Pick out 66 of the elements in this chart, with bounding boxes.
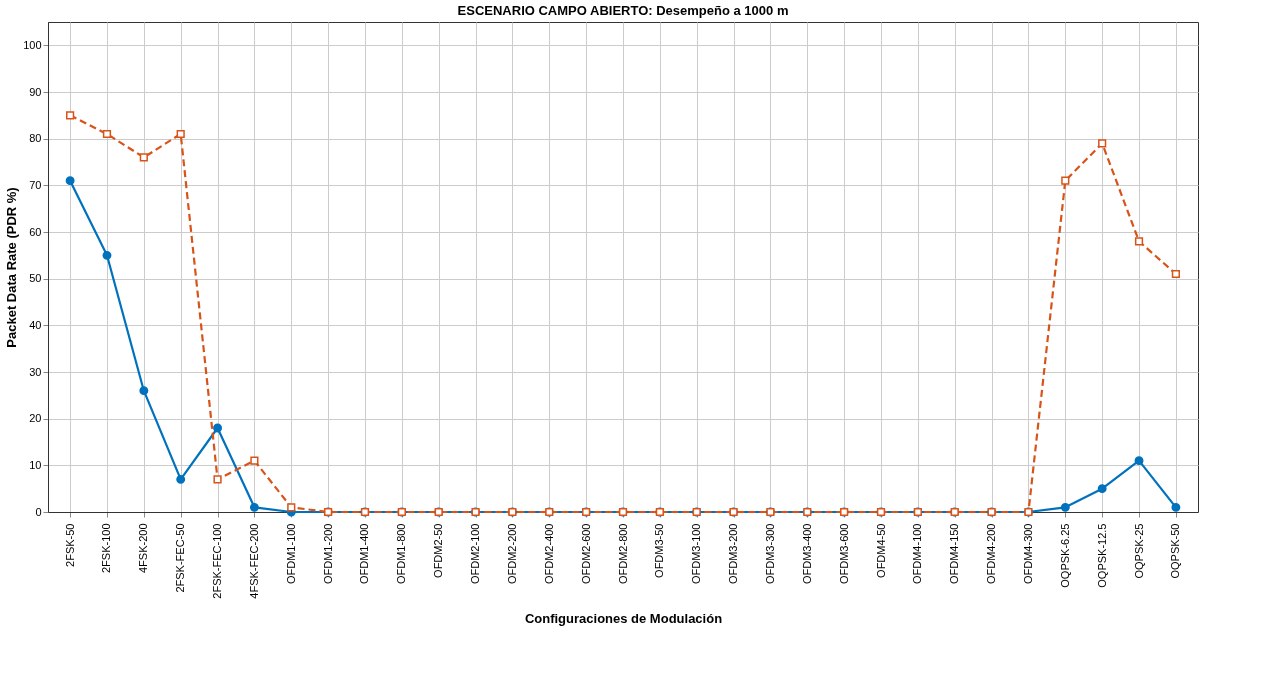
- y-tick-label: 80: [29, 132, 42, 145]
- x-tick-label: OQPSK-50: [1169, 523, 1182, 579]
- point: [287, 503, 296, 512]
- point: [1134, 456, 1144, 466]
- x-tick-label: OFDM4-50: [874, 523, 887, 578]
- x-tick-label: 2FSK-100: [100, 523, 113, 574]
- x-tick-label: OFDM4-300: [1021, 523, 1034, 585]
- x-tick-label: OFDM4-100: [911, 523, 924, 585]
- x-tick-label: OFDM1-400: [358, 523, 371, 585]
- x-tick-label: OFDM2-200: [505, 523, 518, 585]
- x-tick-label: OFDM1-200: [321, 523, 334, 585]
- x-tick-label: OQPSK-12.5: [1095, 523, 1108, 588]
- x-tick-label: OFDM3-50: [653, 523, 666, 578]
- x-tick-label: OFDM2-400: [542, 523, 555, 585]
- x-tick-label: OFDM2-100: [469, 523, 482, 585]
- y-tick-label: 30: [29, 365, 42, 378]
- point: [1134, 237, 1144, 246]
- point: [213, 475, 222, 484]
- point: [250, 456, 259, 465]
- point: [65, 176, 75, 186]
- y-tick-label: 100: [23, 38, 42, 51]
- x-tick-label: OFDM4-150: [948, 523, 961, 585]
- y-axis-title: Packet Data Rate (PDR %): [4, 187, 20, 348]
- point: [66, 111, 75, 120]
- x-tick-label: OFDM3-300: [763, 523, 776, 585]
- point: [1060, 502, 1070, 512]
- point: [139, 153, 148, 162]
- point: [1097, 484, 1107, 494]
- y-tick-label: 0: [35, 505, 42, 518]
- point: [1098, 139, 1107, 148]
- y-tick-label: 90: [29, 85, 42, 98]
- point: [139, 386, 149, 396]
- point: [249, 502, 259, 512]
- x-tick-label: OQPSK-6.25: [1058, 523, 1071, 588]
- x-tick-label: 4FSK-FEC-200: [247, 523, 260, 599]
- x-tick-label: OFDM1-100: [284, 523, 297, 585]
- point: [102, 250, 112, 260]
- x-tick-label: 2FSK-FEC-50: [174, 523, 187, 593]
- y-tick-label: 50: [29, 272, 42, 285]
- x-tick-label: OFDM2-50: [432, 523, 445, 578]
- point: [1171, 269, 1180, 279]
- chart-title: ESCENARIO CAMPO ABIERTO: Desempeño a 1000 m: [457, 3, 789, 18]
- x-tick-label: OQPSK-25: [1132, 523, 1145, 579]
- point: [102, 129, 112, 139]
- x-tick-label: 2FSK-FEC-100: [211, 523, 224, 599]
- x-tick-label: OFDM2-800: [616, 523, 629, 585]
- y-tick-label: 10: [29, 458, 42, 471]
- x-tick-label: OFDM3-200: [727, 523, 740, 585]
- y-tick-label: 60: [29, 225, 42, 238]
- x-tick-label: 4FSK-200: [137, 523, 150, 574]
- y-tick-label: 70: [29, 178, 42, 191]
- x-tick-label: OFDM3-600: [837, 523, 850, 585]
- point: [176, 474, 186, 484]
- x-axis-title: Configuraciones de Modulación: [524, 610, 723, 626]
- x-tick-label: OFDM2-600: [579, 523, 592, 585]
- point: [176, 129, 185, 139]
- point: [213, 423, 223, 433]
- y-tick-label: 40: [29, 318, 42, 331]
- x-tick-label: OFDM4-200: [985, 523, 998, 585]
- x-tick-label: OFDM3-400: [800, 523, 813, 585]
- x-tick-label: OFDM1-800: [395, 523, 408, 585]
- x-tick-label: OFDM3-100: [690, 523, 703, 585]
- point: [1171, 502, 1181, 512]
- point: [1061, 176, 1070, 185]
- x-tick-label: 2FSK-50: [63, 523, 76, 567]
- y-tick-label: 20: [29, 412, 42, 425]
